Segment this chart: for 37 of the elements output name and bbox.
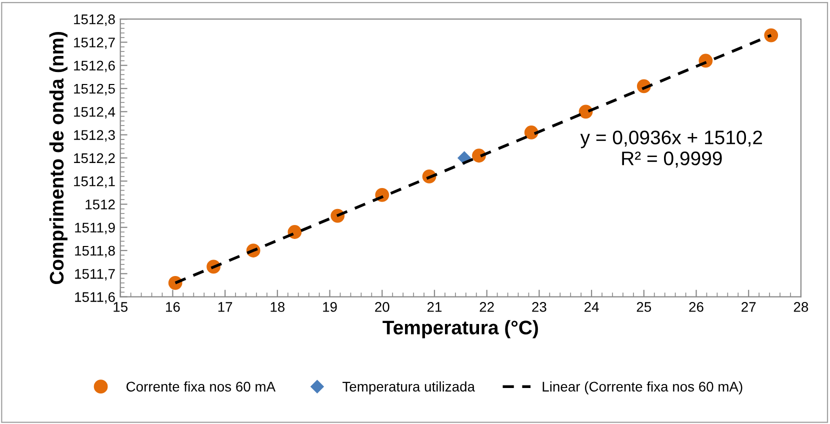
y-tick-label: 1512,6 xyxy=(74,60,115,72)
point xyxy=(288,225,302,239)
x-tick-label: 27 xyxy=(742,302,756,312)
x-tick-label: 16 xyxy=(166,302,180,312)
y-tick-label: 1512,3 xyxy=(74,130,115,142)
point xyxy=(578,104,593,119)
annotation: y = 0,0936x + 1510,2 R² = 0,9999 xyxy=(580,130,762,168)
x-tick-label: 21 xyxy=(427,302,442,312)
point xyxy=(524,126,538,140)
x-tick-label: 20 xyxy=(375,302,390,312)
x-tick-label: 26 xyxy=(689,302,704,312)
x-tick-label: 17 xyxy=(218,302,232,312)
x-tick-label: 24 xyxy=(584,302,599,312)
x-tick-label: 22 xyxy=(480,302,494,312)
x-tick-label: 23 xyxy=(532,302,546,312)
legend-label: Corrente fixa nos 60 mA xyxy=(126,381,276,392)
y-axis-title: Comprimento de onda (nm) xyxy=(49,32,68,284)
y-tick-label: 1512 xyxy=(86,200,115,210)
point xyxy=(764,28,778,42)
x-tick-label: 15 xyxy=(114,302,128,312)
y-tick-label: 1512,7 xyxy=(74,38,115,50)
y-tick-label: 1512,2 xyxy=(74,153,115,165)
legend-label: Linear (Corrente fixa nos 60 mA) xyxy=(542,381,742,394)
y-tick-label: 1512,5 xyxy=(74,84,115,96)
y-tick-label: 1512,4 xyxy=(74,106,116,118)
x-tick-label: 25 xyxy=(636,302,652,312)
y-tick-label: 1512,8 xyxy=(74,14,115,26)
legend-label: Temperatura utilizada xyxy=(342,381,475,394)
x-tick-label: 19 xyxy=(323,302,337,312)
x-tick-label: 18 xyxy=(270,302,285,312)
y-tick-label: 1512,1 xyxy=(74,176,115,188)
y-tick-label: 1511,6 xyxy=(75,292,115,304)
y-tick-label: 1511,8 xyxy=(75,246,115,258)
x-axis-title: Temperatura (°C) xyxy=(382,320,538,338)
x-tick-label: 28 xyxy=(794,302,808,312)
y-tick-label: 1511,9 xyxy=(75,222,115,234)
y-tick-label: 1511,7 xyxy=(75,269,115,280)
